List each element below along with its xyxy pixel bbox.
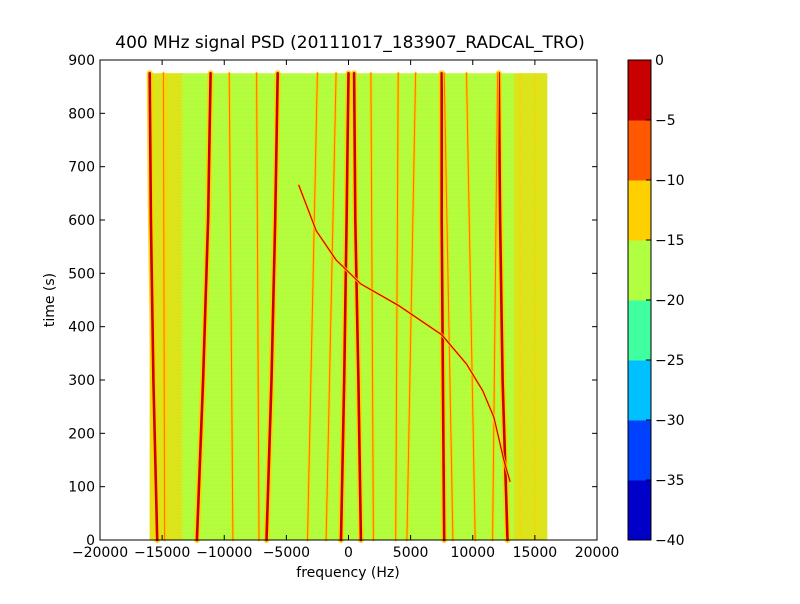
y-axis-label: time (s)	[42, 273, 58, 327]
colorbar-tick-label: −10	[655, 173, 685, 189]
y-tick-label: 800	[68, 106, 95, 122]
y-tick-label: 900	[68, 53, 95, 69]
signal-track-weak	[256, 72, 260, 541]
colorbar-segment	[628, 240, 651, 301]
signal-track-weak	[466, 72, 476, 541]
x-tick-label: −20000	[72, 545, 128, 561]
colorbar-tick-label: −35	[655, 473, 685, 489]
signal-track-weak	[162, 72, 166, 541]
y-tick-label: 100	[68, 480, 95, 496]
colorbar-segment	[628, 480, 651, 541]
y-tick-label: 400	[68, 320, 95, 336]
y-tick-label: 0	[86, 533, 95, 549]
x-tick-label: 15000	[513, 545, 558, 561]
y-tick-label: 600	[68, 213, 95, 229]
colorbar-segment	[628, 420, 651, 481]
colorbar-tick-label: −30	[655, 413, 685, 429]
colorbar-segment	[628, 180, 651, 241]
colorbar-tick-label: 0	[655, 53, 664, 69]
signal-track-strong	[339, 72, 350, 542]
x-tick-label: 20000	[575, 545, 620, 561]
signal-track-weak	[395, 72, 399, 541]
signal-track-strong	[440, 72, 446, 542]
colorbar-tick-label: −20	[655, 293, 685, 309]
colorbar-segment	[628, 300, 651, 361]
signal-track-weak	[443, 72, 454, 541]
edge-noise-speckle	[518, 73, 537, 540]
x-tick-label: −5000	[263, 545, 310, 561]
colorbar-segment	[628, 120, 651, 181]
x-tick-label: 0	[344, 545, 353, 561]
y-tick-label: 200	[68, 426, 95, 442]
colorbar-tick-label: −5	[655, 113, 676, 129]
axes: −20000 −15000 −10000 −5000 0 5000 10000 15000 20…	[68, 53, 619, 561]
signal-track-weak	[492, 72, 499, 541]
y-tick-label: 700	[68, 160, 95, 176]
plot-area	[100, 60, 597, 543]
colorbar: 0 −5 −10 −15 −20 −25 −30 −35 −40	[627, 53, 685, 549]
x-tick-label: −15000	[134, 545, 190, 561]
signal-track-strong	[148, 72, 159, 542]
x-tick-label: 10000	[450, 545, 495, 561]
edge-noise-band	[513, 73, 548, 540]
signal-track-weak	[325, 72, 337, 541]
signal-track-strong	[352, 72, 363, 542]
y-tick-label: 500	[68, 266, 95, 282]
signal-track-weak	[370, 72, 374, 541]
signal-track-sweep	[298, 184, 511, 482]
signal-track-weak	[307, 72, 318, 541]
colorbar-tick-label: −15	[655, 233, 685, 249]
signal-track-weak	[406, 72, 417, 541]
x-tick-label: 5000	[393, 545, 429, 561]
signal-track-strong	[195, 72, 212, 542]
signal-track-strong	[265, 72, 279, 542]
colorbar-segment	[628, 60, 651, 121]
x-axis-label: frequency (Hz)	[296, 565, 399, 581]
x-tick-label: −10000	[196, 545, 252, 561]
y-tick-label: 300	[68, 373, 95, 389]
signal-track-weak	[228, 72, 234, 541]
colorbar-segment	[628, 360, 651, 421]
colorbar-tick-label: −25	[655, 353, 685, 369]
chart-title: 400 MHz signal PSD (20111017_183907_RADC…	[115, 33, 584, 53]
colorbar-tick-label: −40	[655, 533, 685, 549]
